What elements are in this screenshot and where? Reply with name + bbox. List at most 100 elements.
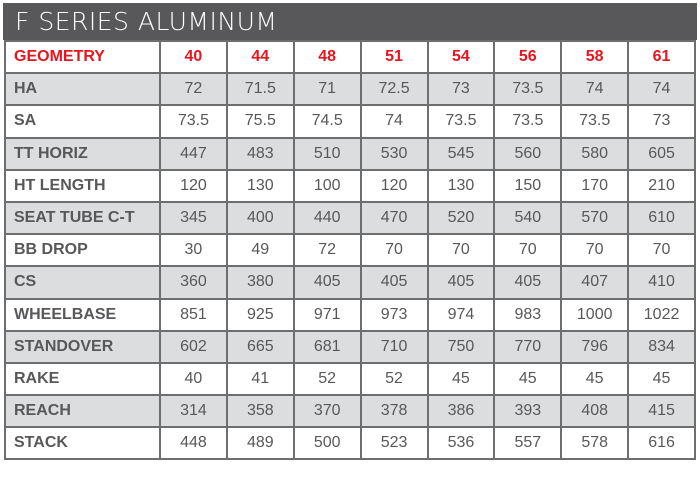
header-size: 56 xyxy=(493,39,563,75)
table-cell: 73.5 xyxy=(493,104,563,139)
table-cell: 386 xyxy=(426,394,496,429)
header-size: 58 xyxy=(560,39,630,75)
table-cell: 73.5 xyxy=(426,104,496,139)
table-cell: 45 xyxy=(560,361,630,397)
table-cell: 710 xyxy=(359,329,429,364)
table-cell: 45 xyxy=(426,361,496,397)
table-cell: 72.5 xyxy=(359,72,429,107)
table-row: REACH 314 358 370 378 386 393 408 415 xyxy=(4,394,696,429)
table-cell: 545 xyxy=(426,136,496,171)
table-cell: 73.5 xyxy=(493,72,563,107)
table-title: F SERIES ALUMINUM xyxy=(3,3,697,40)
header-size: 44 xyxy=(225,39,295,75)
table-cell: 70 xyxy=(627,233,696,268)
table-cell: 71.5 xyxy=(225,72,295,107)
row-label: REACH xyxy=(4,394,161,429)
table-cell: 49 xyxy=(225,233,295,268)
table-cell: 510 xyxy=(292,136,362,171)
table-cell: 70 xyxy=(493,233,563,268)
row-label: TT HORIZ xyxy=(4,136,161,171)
table-cell: 834 xyxy=(627,329,696,364)
table-row: STANDOVER 602 665 681 710 750 770 796 834 xyxy=(4,329,696,364)
header-size: 48 xyxy=(292,39,362,75)
table-row: HT LENGTH 120 130 100 120 130 150 170 210 xyxy=(4,168,696,203)
table-row: HA 72 71.5 71 72.5 73 73.5 74 74 xyxy=(4,72,696,107)
table-cell: 400 xyxy=(225,200,295,236)
table-cell: 170 xyxy=(560,168,630,203)
table-cell: 925 xyxy=(225,297,295,332)
table-cell: 983 xyxy=(493,297,563,332)
table-row: CS 360 380 405 405 405 405 407 410 xyxy=(4,265,696,300)
table-row: TT HORIZ 447 483 510 530 545 560 580 605 xyxy=(4,136,696,171)
table-cell: 410 xyxy=(627,265,696,300)
row-label: STANDOVER xyxy=(4,329,161,364)
table-cell: 74 xyxy=(627,72,696,107)
table-cell: 973 xyxy=(359,297,429,332)
table-cell: 74.5 xyxy=(292,104,362,139)
row-label: SEAT TUBE C-T xyxy=(4,200,161,236)
table-cell: 210 xyxy=(627,168,696,203)
table-cell: 750 xyxy=(426,329,496,364)
table-row: WHEELBASE 851 925 971 973 974 983 1000 1022 xyxy=(4,297,696,332)
table-cell: 370 xyxy=(292,394,362,429)
table-cell: 770 xyxy=(493,329,563,364)
table-cell: 130 xyxy=(426,168,496,203)
table-cell: 560 xyxy=(493,136,563,171)
row-label: STACK xyxy=(4,426,161,461)
table-cell: 851 xyxy=(159,297,228,332)
table-row: STACK 448 489 500 523 536 557 578 616 xyxy=(4,426,696,461)
row-label: HA xyxy=(4,72,161,107)
table-cell: 405 xyxy=(493,265,563,300)
table-cell: 130 xyxy=(225,168,295,203)
table-cell: 358 xyxy=(225,394,295,429)
table-cell: 150 xyxy=(493,168,563,203)
table-cell: 448 xyxy=(159,426,228,461)
table-cell: 120 xyxy=(159,168,228,203)
table-cell: 70 xyxy=(359,233,429,268)
table-cell: 520 xyxy=(426,200,496,236)
table-cell: 796 xyxy=(560,329,630,364)
table-cell: 570 xyxy=(560,200,630,236)
header-size: 61 xyxy=(627,39,696,75)
header-size: 54 xyxy=(426,39,496,75)
table-cell: 523 xyxy=(359,426,429,461)
geometry-table: GEOMETRY 40 44 48 51 54 56 58 61 HA 72 71.5 71 72.5 7… xyxy=(4,39,696,461)
table-cell: 393 xyxy=(493,394,563,429)
table-cell: 100 xyxy=(292,168,362,203)
table-cell: 73 xyxy=(627,104,696,139)
table-cell: 52 xyxy=(292,361,362,397)
table-cell: 500 xyxy=(292,426,362,461)
table-cell: 45 xyxy=(493,361,563,397)
table-cell: 41 xyxy=(225,361,295,397)
table-cell: 415 xyxy=(627,394,696,429)
table-cell: 45 xyxy=(627,361,696,397)
table-cell: 605 xyxy=(627,136,696,171)
table-cell: 75.5 xyxy=(225,104,295,139)
table-row: SEAT TUBE C-T 345 400 440 470 520 540 570 610 xyxy=(4,200,696,236)
table-cell: 345 xyxy=(159,200,228,236)
table-cell: 405 xyxy=(359,265,429,300)
table-cell: 314 xyxy=(159,394,228,429)
table-cell: 557 xyxy=(493,426,563,461)
table-cell: 72 xyxy=(292,233,362,268)
table-cell: 71 xyxy=(292,72,362,107)
table-row: BB DROP 30 49 72 70 70 70 70 70 xyxy=(4,233,696,268)
table-cell: 447 xyxy=(159,136,228,171)
table-cell: 530 xyxy=(359,136,429,171)
table-cell: 378 xyxy=(359,394,429,429)
table-cell: 540 xyxy=(493,200,563,236)
header-size: 51 xyxy=(359,39,429,75)
table-cell: 74 xyxy=(359,104,429,139)
table-cell: 665 xyxy=(225,329,295,364)
table-cell: 610 xyxy=(627,200,696,236)
table-cell: 73.5 xyxy=(159,104,228,139)
table-cell: 440 xyxy=(292,200,362,236)
header-geometry: GEOMETRY xyxy=(4,39,161,75)
table-cell: 52 xyxy=(359,361,429,397)
header-row: GEOMETRY 40 44 48 51 54 56 58 61 xyxy=(4,39,696,75)
header-size: 40 xyxy=(159,39,228,75)
table-cell: 72 xyxy=(159,72,228,107)
table-cell: 73.5 xyxy=(560,104,630,139)
row-label: HT LENGTH xyxy=(4,168,161,203)
table-cell: 1022 xyxy=(627,297,696,332)
